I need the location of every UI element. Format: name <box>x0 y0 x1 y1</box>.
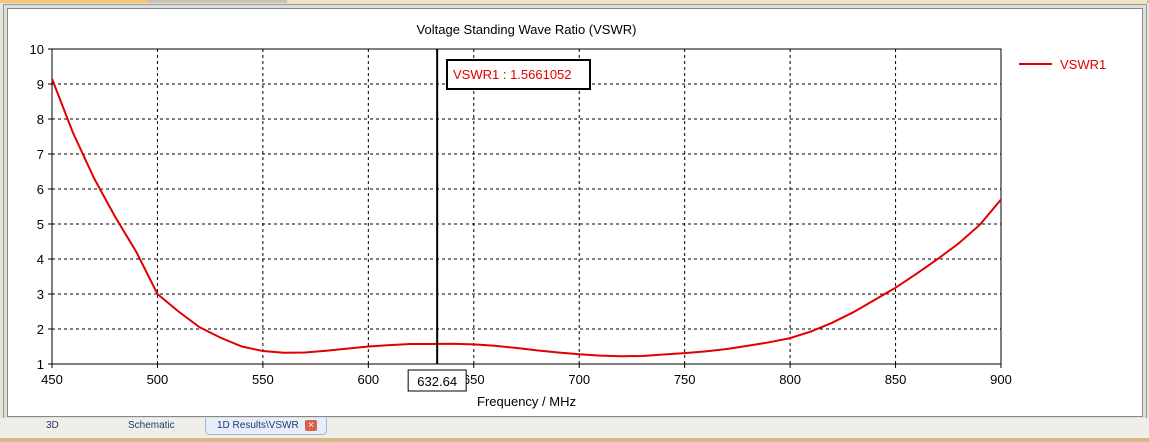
y-tick-label: 1 <box>37 357 44 372</box>
x-tick-label: 500 <box>147 372 169 387</box>
chart-title: Voltage Standing Wave Ratio (VSWR) <box>417 22 637 37</box>
y-tick-label: 10 <box>30 42 44 57</box>
y-tick-label: 6 <box>37 182 44 197</box>
series-line-VSWR1 <box>51 78 1002 358</box>
plot-area <box>51 48 1002 365</box>
y-tick-label: 7 <box>37 147 44 162</box>
marker-x-box <box>407 369 467 392</box>
x-tick-label: 450 <box>41 372 63 387</box>
legend-label: VSWR1 <box>1060 57 1106 72</box>
x-tick-label: 800 <box>779 372 801 387</box>
y-tick-label: 3 <box>37 287 44 302</box>
window-top-bar <box>0 0 1149 3</box>
y-tick-label: 4 <box>37 252 44 267</box>
x-tick-label: 700 <box>568 372 590 387</box>
x-tick-label: 550 <box>252 372 274 387</box>
tab-bar: 3D Schematic 1D Results\VSWR × <box>0 418 1149 438</box>
tab-label: 1D Results\VSWR <box>217 420 299 431</box>
y-tick-label: 2 <box>37 322 44 337</box>
x-axis-label: Frequency / MHz <box>477 394 576 409</box>
x-tick-label: 850 <box>885 372 907 387</box>
x-tick-label: 900 <box>990 372 1012 387</box>
marker-x-value: 632.64 <box>417 374 457 389</box>
close-icon[interactable]: × <box>305 420 317 431</box>
x-tick-label: 750 <box>674 372 696 387</box>
x-tick-label: 600 <box>357 372 379 387</box>
tab-1d-results-vswr[interactable]: 1D Results\VSWR × <box>205 418 327 435</box>
marker-value: VSWR1 : 1.5661052 <box>453 67 572 82</box>
y-tick-label: 9 <box>37 77 44 92</box>
y-tick-label: 5 <box>37 217 44 232</box>
tab-3d[interactable]: 3D <box>46 420 59 431</box>
tab-schematic[interactable]: Schematic <box>128 420 175 431</box>
window-bottom-bar <box>0 438 1149 442</box>
x-tick-label: 650 <box>463 372 485 387</box>
vswr-chart: Voltage Standing Wave Ratio (VSWR) 450 500… <box>30 22 1107 409</box>
y-tick-label: 8 <box>37 112 44 127</box>
marker-label-box <box>446 59 591 90</box>
